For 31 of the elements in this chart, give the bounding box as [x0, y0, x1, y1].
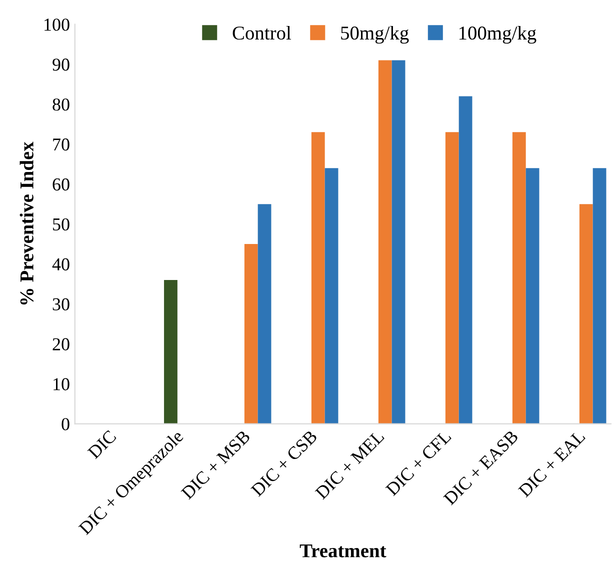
legend-label: 50mg/kg: [341, 26, 409, 44]
x-axis-title: Treatment: [300, 544, 386, 558]
y-tick-label: 60: [52, 178, 70, 191]
bar: [458, 96, 472, 424]
legend-label: 100mg/kg: [459, 26, 536, 44]
bar: [579, 204, 593, 424]
y-tick-label: 0: [62, 418, 70, 430]
bar: [311, 132, 325, 424]
bar: [164, 280, 178, 424]
bar: [258, 204, 272, 424]
y-tick-label: 30: [52, 298, 70, 310]
y-tick-label: 10: [54, 378, 70, 390]
y-tick-label: 80: [52, 98, 70, 111]
y-axis-title: % Preventive Index: [20, 142, 34, 305]
bar: [526, 168, 540, 424]
bar: [378, 60, 392, 424]
y-tick-label: 50: [53, 218, 70, 231]
bar: [512, 132, 526, 424]
bar: [592, 168, 606, 424]
x-tick-label: DIC + EAL: [518, 430, 586, 498]
y-tick-label: 100: [44, 18, 70, 31]
y-tick-label: 40: [52, 258, 70, 270]
y-tick-label: 70: [53, 138, 70, 151]
legend-label: Control: [232, 26, 292, 40]
x-tick-label: DIC: [87, 430, 117, 460]
y-tick-label: 20: [52, 338, 70, 350]
y-tick-label: 90: [52, 58, 70, 71]
bar: [244, 244, 258, 424]
bar: [324, 168, 338, 424]
bar: [445, 132, 459, 424]
bar: [392, 60, 406, 424]
